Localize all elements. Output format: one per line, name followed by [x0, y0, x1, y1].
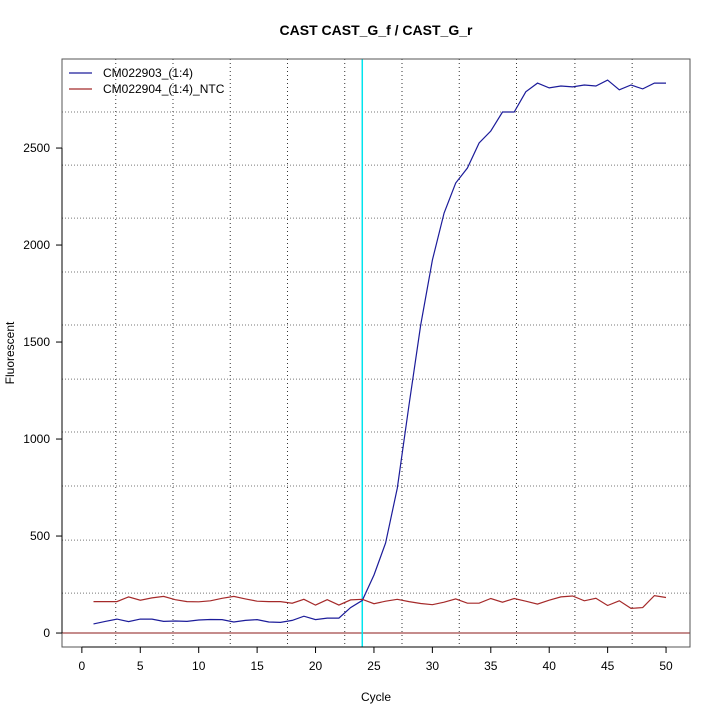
x-tick-label: 20: [309, 659, 323, 673]
x-tick-label: 25: [367, 659, 381, 673]
y-axis-label: Fluorescent: [3, 321, 17, 384]
legend: CM022903_(1:4) CM022904_(1:4)_NTC: [69, 66, 225, 96]
gridlines: [62, 59, 690, 647]
x-axis-label: Cycle: [361, 690, 391, 704]
legend-label: CM022903_(1:4): [103, 66, 193, 80]
y-tick-label: 1500: [23, 335, 50, 349]
y-axis: 0 500 1000 1500 2000 2500: [23, 141, 63, 640]
x-tick-label: 10: [192, 659, 206, 673]
x-tick-label: 30: [426, 659, 440, 673]
series-line-cm022903-1-4-: [93, 79, 666, 625]
legend-label: CM022904_(1:4)_NTC: [103, 82, 225, 96]
x-tick-label: 5: [137, 659, 144, 673]
series-line-cm022904-1-4-ntc: [93, 594, 667, 610]
y-tick-label: 2000: [23, 238, 50, 252]
y-tick-label: 0: [43, 626, 50, 640]
y-tick-label: 500: [30, 529, 50, 543]
y-tick-label: 1000: [23, 432, 50, 446]
x-tick-label: 45: [601, 659, 615, 673]
x-tick-label: 50: [659, 659, 673, 673]
y-tick-label: 2500: [23, 141, 50, 155]
x-tick-label: 40: [543, 659, 557, 673]
plot-frame: [61, 58, 691, 648]
x-axis: 0 5 10 15 20 25 30 35 40 45 50: [79, 646, 673, 673]
series-lines: [93, 79, 667, 625]
x-tick-label: 35: [484, 659, 498, 673]
x-tick-label: 0: [79, 659, 86, 673]
x-tick-label: 15: [250, 659, 264, 673]
chart-title: CAST CAST_G_f / CAST_G_r: [280, 22, 473, 38]
